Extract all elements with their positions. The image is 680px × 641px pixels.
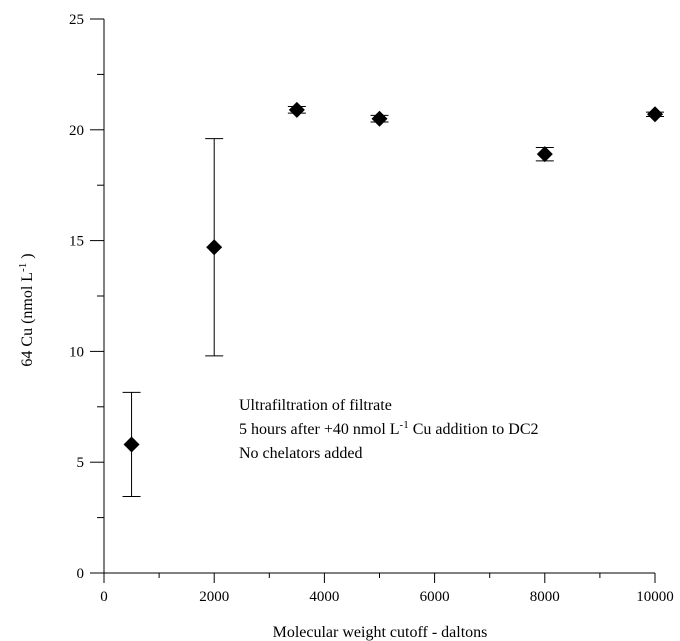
data-point-diamond <box>206 239 223 256</box>
y-tick-label: 25 <box>69 12 84 28</box>
y-tick-label: 10 <box>69 344 84 360</box>
annotation-line-3: No chelators added <box>239 445 363 462</box>
error-bars <box>122 106 664 498</box>
x-tick-label: 4000 <box>309 589 339 605</box>
x-tick-label: 8000 <box>530 589 560 605</box>
x-tick-label: 6000 <box>420 589 450 605</box>
data-point-diamond <box>647 106 663 123</box>
y-axis-label-suffix: ) <box>19 253 36 262</box>
x-tick-label: 2000 <box>199 589 229 605</box>
data-point-diamond <box>123 436 140 453</box>
y-tick-label: 20 <box>69 123 84 139</box>
annotation: Ultrafiltration of filtrate 5 hours afte… <box>239 397 539 462</box>
y-tick-label: 15 <box>69 234 84 250</box>
data-point-diamond <box>536 146 553 163</box>
y-ticks: 0 5 10 15 20 25 <box>69 12 104 582</box>
y-axis-label-exponent: -1 <box>17 263 29 272</box>
x-tick-label: 10000 <box>636 589 674 605</box>
x-axis-label: Molecular weight cutoff - daltons <box>273 624 488 641</box>
annotation-line-1: Ultrafiltration of filtrate <box>239 397 392 414</box>
data-points <box>123 101 663 453</box>
data-point-diamond <box>371 110 388 127</box>
x-tick-label: 0 <box>100 589 108 605</box>
x-ticks: 0 2000 4000 6000 8000 10000 <box>100 573 674 605</box>
annotation-line-2-prefix: 5 hours after +40 nmol L <box>239 421 400 438</box>
y-tick-label: 5 <box>77 455 85 471</box>
annotation-line-2-exponent: -1 <box>400 419 409 431</box>
data-point-diamond <box>288 101 305 118</box>
annotation-line-2-suffix: Cu addition to DC2 <box>409 421 539 438</box>
y-axis-label-prefix: 64 Cu (nmol L <box>19 272 36 367</box>
y-axis-label: 64 Cu (nmol L-1 ) <box>17 253 36 366</box>
y-tick-label: 0 <box>77 566 85 582</box>
annotation-line-2: 5 hours after +40 nmol L-1 Cu addition t… <box>239 419 539 438</box>
axes <box>103 19 655 574</box>
